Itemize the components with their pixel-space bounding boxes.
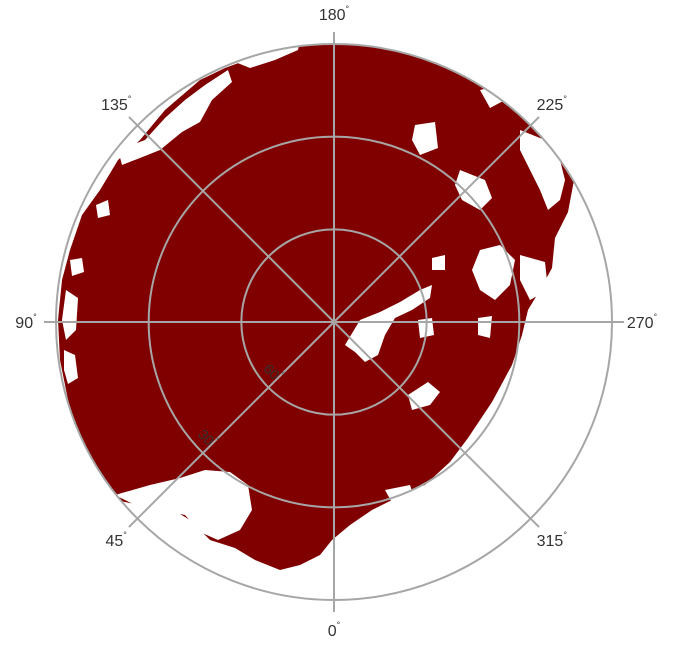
angular-spoke-45 (128, 321, 335, 528)
gap-center-spot-2 (478, 316, 492, 338)
angle-label-135: 135° (101, 94, 132, 114)
angle-label-315: 315° (537, 530, 568, 550)
gap-mid-spot (432, 255, 445, 270)
angle-label-270: 270° (627, 312, 658, 332)
angle-label-225: 225° (537, 94, 568, 114)
gap-lower-mid (385, 485, 415, 508)
angular-spoke-315 (333, 321, 540, 528)
gap-left-lower (64, 350, 78, 384)
angular-spoke-225 (333, 116, 540, 323)
gap-left-spot-1 (70, 258, 84, 276)
gap-right-upper (520, 130, 565, 210)
gap-right-mid (455, 170, 492, 210)
angle-label-0: 0° (328, 620, 341, 640)
gap-lower-left (115, 470, 252, 540)
gap-upper-left (118, 70, 232, 165)
gap-right-ring (472, 245, 515, 300)
gap-left-spot-2 (96, 200, 110, 218)
polar-grid (44, 32, 624, 612)
gap-center-streak (345, 285, 432, 362)
angle-label-180: 180° (319, 4, 350, 24)
angular-spoke-135 (128, 116, 335, 323)
gap-right-edge (520, 255, 548, 300)
angle-label-90: 90° (15, 312, 37, 332)
angle-label-45: 45° (106, 530, 128, 550)
gap-upper-right-spot (412, 122, 438, 155)
gap-left-edge (62, 290, 78, 340)
